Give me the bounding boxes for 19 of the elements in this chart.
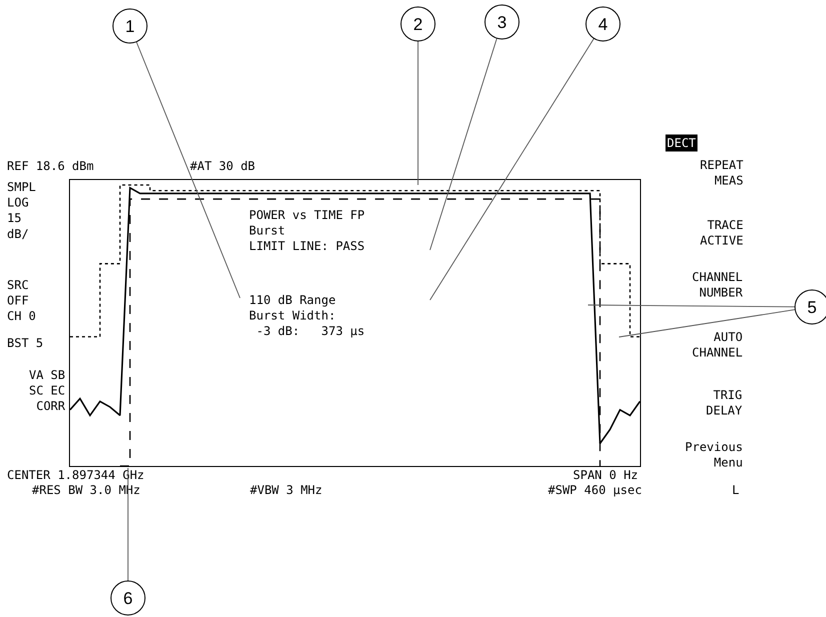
annotation: 110 dB Range Burst Width: -3 dB: 373 µs — [249, 293, 365, 338]
text: TRACE ACTIVE — [700, 218, 744, 248]
text: #SWP 460 µsec — [548, 483, 642, 497]
text: BST 5 — [7, 336, 44, 350]
text: CHANNEL NUMBER — [692, 270, 744, 300]
text: DECT — [667, 136, 696, 150]
text: L — [732, 483, 740, 497]
text: REF 18.6 dBm — [7, 159, 94, 173]
text: SPAN 0 Hz — [573, 468, 638, 482]
text: REPEAT MEAS — [700, 158, 744, 188]
text: Previous Menu — [685, 440, 743, 470]
text: TRIG DELAY — [706, 388, 743, 418]
text: SRC OFF CH 0 — [7, 278, 36, 324]
text: VA SB SC EC CORR — [29, 368, 66, 414]
text: #VBW 3 MHz — [250, 483, 322, 497]
text: AUTO CHANNEL — [692, 330, 743, 360]
text: #AT 30 dB — [190, 159, 256, 173]
text: SMPL LOG 15 dB/ — [7, 180, 36, 241]
annotation: POWER vs TIME FP Burst LIMIT LINE: PASS — [249, 208, 365, 254]
